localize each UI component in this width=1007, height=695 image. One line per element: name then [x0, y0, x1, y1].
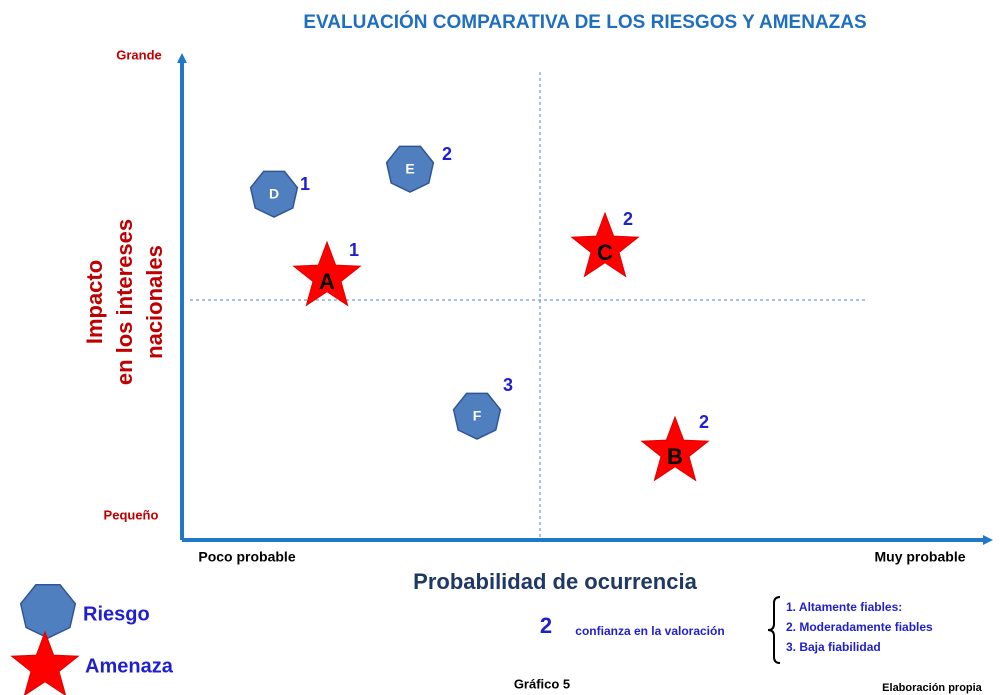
threat-star	[292, 240, 362, 307]
y-axis-label: Impacto en los intereses nacionales	[82, 219, 167, 385]
item-label: A	[319, 269, 335, 294]
item-label: D	[269, 186, 279, 202]
item-label: C	[597, 240, 613, 265]
item-confidence: 3	[503, 375, 513, 395]
risk-heptagon	[385, 145, 435, 193]
item-confidence: 2	[442, 144, 452, 164]
item-confidence: 1	[349, 240, 359, 260]
legend-label: Amenaza	[85, 655, 174, 677]
confidence-text: confianza en la valoración	[575, 624, 724, 638]
item-label: B	[667, 444, 683, 469]
x-low: Poco probable	[198, 549, 295, 565]
x-high: Muy probable	[874, 549, 965, 565]
item-confidence: 2	[623, 209, 633, 229]
source: Elaboración propia	[882, 682, 983, 694]
risk-heptagon	[249, 170, 299, 218]
y-label-line: Impacto	[82, 260, 107, 344]
y-label-line: nacionales	[142, 245, 167, 359]
y-low: Pequeño	[104, 507, 159, 522]
item-confidence: 2	[699, 412, 709, 432]
confidence-level: 3. Baja fiabilidad	[786, 640, 881, 654]
item-label: E	[405, 161, 414, 177]
y-label-line: en los intereses	[112, 219, 137, 385]
item-confidence: 1	[300, 174, 310, 194]
title: EVALUACIÓN COMPARATIVA DE LOS RIESGOS Y …	[303, 11, 866, 33]
confidence-level: 2. Moderadamente fiables	[786, 620, 933, 634]
risk-heptagon	[452, 392, 502, 440]
threat-star	[640, 415, 710, 482]
threat-star	[10, 630, 80, 695]
item-label: F	[473, 408, 482, 424]
confidence-example: 2	[540, 613, 552, 638]
y-high: Grande	[116, 47, 162, 62]
x-axis-label: Probabilidad de ocurrencia	[413, 569, 697, 594]
threat-star	[570, 211, 640, 278]
legend-label: Riesgo	[83, 603, 150, 625]
confidence-level: 1. Altamente fiables:	[786, 600, 902, 614]
risk-heptagon	[19, 584, 77, 639]
caption: Gráfico 5	[514, 676, 570, 691]
brace	[767, 596, 781, 664]
